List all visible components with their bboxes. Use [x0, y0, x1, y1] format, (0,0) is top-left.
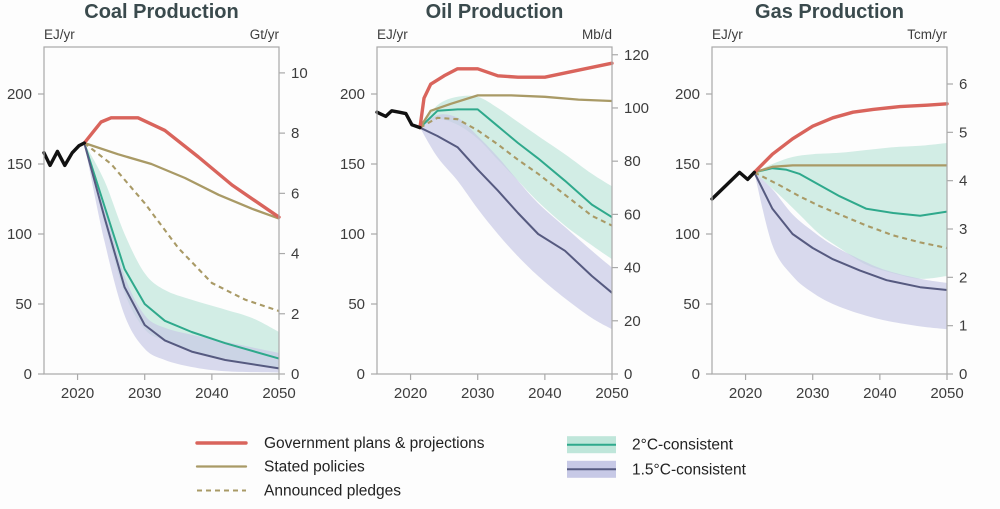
svg-text:0: 0 — [959, 366, 967, 383]
svg-text:1.5°C-consistent: 1.5°C-consistent — [632, 461, 747, 478]
svg-text:10: 10 — [291, 65, 308, 82]
svg-text:200: 200 — [340, 86, 365, 103]
svg-text:0: 0 — [24, 366, 32, 383]
svg-text:100: 100 — [340, 226, 365, 243]
svg-text:0: 0 — [357, 366, 365, 383]
svg-text:5: 5 — [959, 124, 967, 141]
svg-text:2040: 2040 — [863, 385, 896, 402]
svg-text:0: 0 — [692, 366, 700, 383]
svg-text:2020: 2020 — [729, 385, 762, 402]
svg-text:Mb/d: Mb/d — [582, 27, 612, 42]
svg-text:2020: 2020 — [394, 385, 427, 402]
svg-text:2020: 2020 — [61, 385, 94, 402]
svg-text:EJ/yr: EJ/yr — [44, 27, 75, 42]
svg-text:2050: 2050 — [262, 385, 295, 402]
svg-text:150: 150 — [7, 156, 32, 173]
svg-text:20: 20 — [624, 313, 641, 330]
svg-text:120: 120 — [624, 47, 649, 64]
svg-text:8: 8 — [291, 125, 299, 142]
svg-text:200: 200 — [675, 86, 700, 103]
svg-text:4: 4 — [291, 246, 299, 263]
svg-text:40: 40 — [624, 260, 641, 277]
svg-text:100: 100 — [675, 226, 700, 243]
svg-text:200: 200 — [7, 86, 32, 103]
svg-text:50: 50 — [683, 296, 700, 313]
svg-text:6: 6 — [959, 76, 967, 93]
svg-text:150: 150 — [340, 156, 365, 173]
svg-text:2030: 2030 — [796, 385, 829, 402]
svg-text:2: 2 — [291, 306, 299, 323]
svg-text:Tcm/yr: Tcm/yr — [907, 27, 947, 42]
svg-text:150: 150 — [675, 156, 700, 173]
svg-text:50: 50 — [348, 296, 365, 313]
svg-text:6: 6 — [291, 185, 299, 202]
svg-text:Coal Production: Coal Production — [84, 1, 238, 23]
svg-text:2040: 2040 — [528, 385, 561, 402]
svg-text:100: 100 — [624, 100, 649, 117]
svg-text:60: 60 — [624, 206, 641, 223]
svg-text:2°C-consistent: 2°C-consistent — [632, 437, 734, 454]
svg-text:80: 80 — [624, 153, 641, 170]
svg-text:Government plans & projections: Government plans & projections — [264, 435, 485, 452]
svg-text:Gt/yr: Gt/yr — [250, 27, 280, 42]
svg-text:0: 0 — [624, 366, 632, 383]
svg-text:0: 0 — [291, 366, 299, 383]
svg-text:Stated policies: Stated policies — [264, 459, 365, 476]
svg-text:2040: 2040 — [195, 385, 228, 402]
svg-text:3: 3 — [959, 221, 967, 238]
svg-text:EJ/yr: EJ/yr — [377, 27, 408, 42]
svg-text:2050: 2050 — [595, 385, 628, 402]
svg-text:2: 2 — [959, 269, 967, 286]
svg-text:4: 4 — [959, 173, 967, 190]
svg-text:Gas Production: Gas Production — [755, 1, 904, 23]
svg-text:100: 100 — [7, 226, 32, 243]
svg-text:Oil Production: Oil Production — [426, 1, 564, 23]
svg-text:1: 1 — [959, 318, 967, 335]
svg-text:2050: 2050 — [930, 385, 963, 402]
svg-text:EJ/yr: EJ/yr — [712, 27, 743, 42]
svg-text:2030: 2030 — [128, 385, 161, 402]
svg-text:Announced pledges: Announced pledges — [264, 483, 401, 500]
svg-text:2030: 2030 — [461, 385, 494, 402]
svg-text:50: 50 — [15, 296, 32, 313]
